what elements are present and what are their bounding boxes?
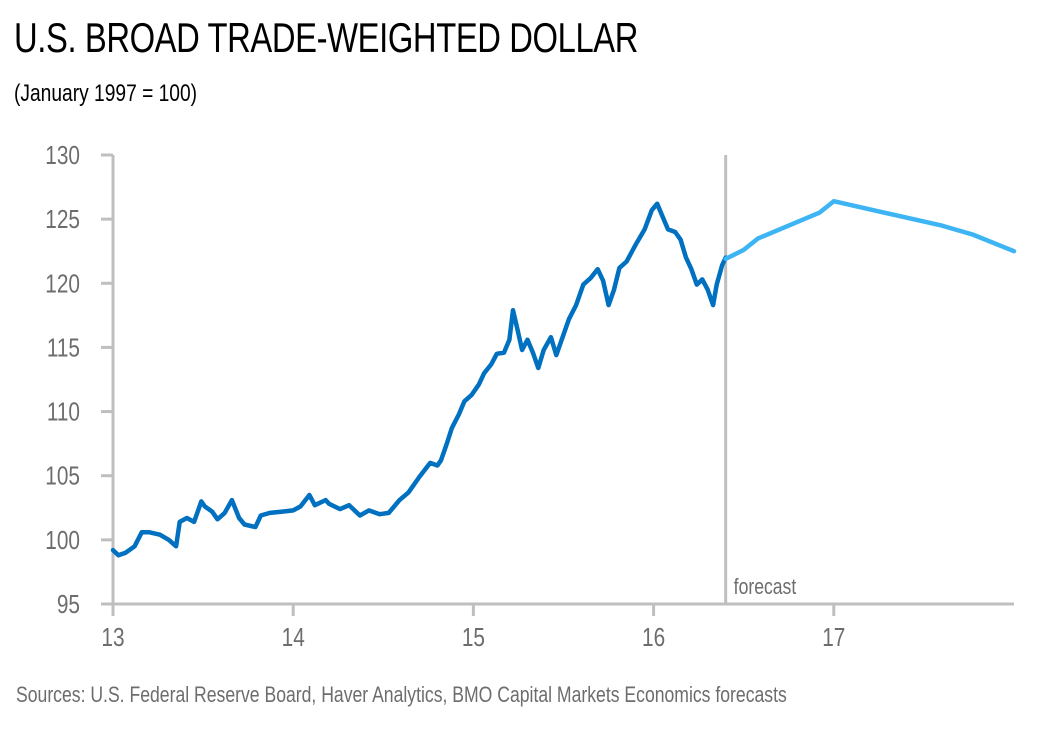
forecast-annotation: forecast bbox=[734, 575, 797, 599]
series-line-forecast bbox=[723, 198, 1017, 262]
y-tick-label: 120 bbox=[45, 269, 80, 298]
x-tick-label: 17 bbox=[822, 623, 845, 652]
series-group bbox=[110, 198, 1017, 558]
x-tick-label: 16 bbox=[642, 623, 665, 652]
x-tick-label: 14 bbox=[282, 623, 305, 652]
y-tick-label: 100 bbox=[45, 526, 80, 555]
chart-title: U.S. BROAD TRADE-WEIGHTED DOLLAR bbox=[14, 14, 639, 61]
axes bbox=[103, 155, 1014, 610]
y-axis-ticks: 95 100 105 110 115 120 125 130 bbox=[45, 141, 113, 619]
series-line-actual bbox=[110, 201, 728, 558]
y-tick-label: 95 bbox=[57, 590, 80, 619]
y-tick-label: 125 bbox=[45, 205, 80, 234]
x-axis-ticks: 13 14 15 16 17 bbox=[101, 604, 845, 652]
source-note: Sources: U.S. Federal Reserve Board, Hav… bbox=[16, 682, 787, 707]
y-tick-label: 105 bbox=[45, 462, 80, 491]
y-tick-label: 110 bbox=[47, 397, 80, 426]
x-tick-label: 13 bbox=[101, 623, 124, 652]
x-tick-label: 15 bbox=[462, 623, 485, 652]
chart-subtitle: (January 1997 = 100) bbox=[14, 80, 198, 107]
y-tick-label: 130 bbox=[45, 141, 80, 170]
y-tick-label: 115 bbox=[47, 333, 80, 362]
